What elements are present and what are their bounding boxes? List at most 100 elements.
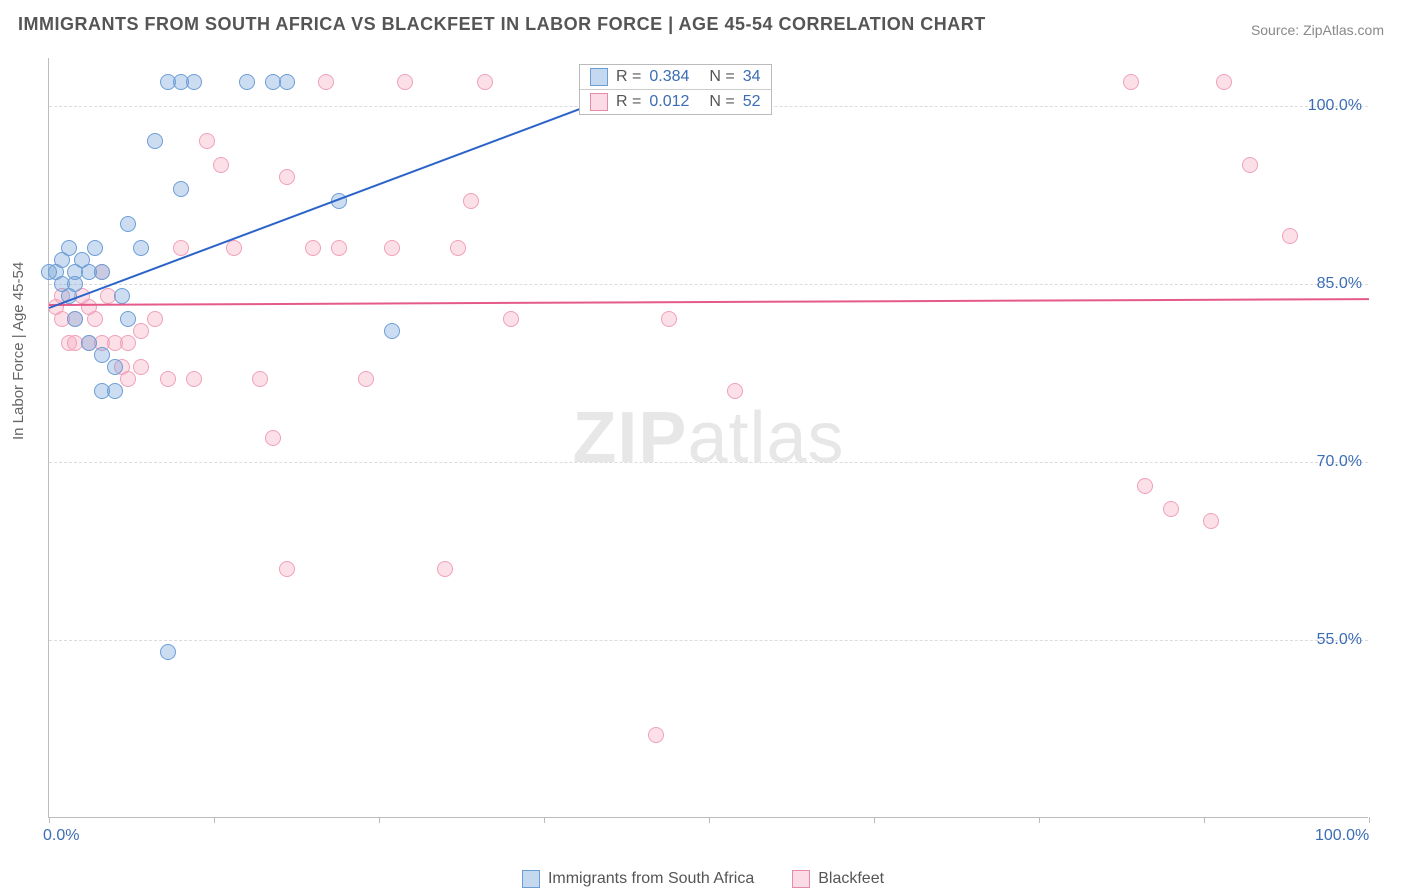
gridline — [49, 284, 1368, 285]
data-point — [305, 240, 321, 256]
data-point — [61, 240, 77, 256]
data-point — [1282, 228, 1298, 244]
data-point — [1203, 513, 1219, 529]
x-tick — [379, 817, 380, 823]
data-point — [477, 74, 493, 90]
data-point — [279, 74, 295, 90]
swatch-blue — [590, 68, 608, 86]
data-point — [186, 371, 202, 387]
data-point — [279, 561, 295, 577]
x-tick — [709, 817, 710, 823]
data-point — [463, 193, 479, 209]
swatch-pink — [792, 870, 810, 888]
y-tick-label: 55.0% — [1317, 631, 1362, 649]
stats-row: R = 0.384N = 34 — [580, 65, 771, 89]
y-tick-label: 85.0% — [1317, 275, 1362, 293]
data-point — [503, 311, 519, 327]
chart-container: { "title": "IMMIGRANTS FROM SOUTH AFRICA… — [0, 0, 1406, 892]
data-point — [81, 335, 97, 351]
data-point — [120, 335, 136, 351]
x-tick — [49, 817, 50, 823]
data-point — [67, 311, 83, 327]
y-tick-label: 70.0% — [1317, 453, 1362, 471]
data-point — [727, 383, 743, 399]
data-point — [107, 359, 123, 375]
data-point — [133, 240, 149, 256]
stat-n-value: 52 — [743, 93, 761, 111]
plot-area: ZIPatlas 55.0%70.0%85.0%100.0%0.0%100.0%… — [48, 58, 1368, 818]
data-point — [318, 74, 334, 90]
x-tick — [214, 817, 215, 823]
data-point — [397, 74, 413, 90]
data-point — [384, 240, 400, 256]
x-tick — [874, 817, 875, 823]
data-point — [133, 323, 149, 339]
gridline — [49, 640, 1368, 641]
swatch-blue — [522, 870, 540, 888]
data-point — [199, 133, 215, 149]
stat-r-label: R = — [616, 68, 641, 86]
watermark: ZIPatlas — [572, 397, 844, 479]
data-point — [1242, 157, 1258, 173]
stat-n-label: N = — [709, 93, 734, 111]
legend-label-pink: Blackfeet — [818, 870, 884, 888]
stats-box: R = 0.384N = 34R = 0.012N = 52 — [579, 64, 772, 115]
data-point — [94, 264, 110, 280]
data-point — [252, 371, 268, 387]
stat-n-label: N = — [709, 68, 734, 86]
data-point — [87, 240, 103, 256]
data-point — [147, 311, 163, 327]
source-label: Source: ZipAtlas.com — [1251, 22, 1384, 38]
data-point — [213, 157, 229, 173]
data-point — [186, 74, 202, 90]
data-point — [384, 323, 400, 339]
gridline — [49, 462, 1368, 463]
legend-item-blue: Immigrants from South Africa — [522, 870, 754, 888]
data-point — [1163, 501, 1179, 517]
data-point — [226, 240, 242, 256]
x-tick — [1204, 817, 1205, 823]
y-axis-label: In Labor Force | Age 45-54 — [10, 262, 27, 440]
legend: Immigrants from South Africa Blackfeet — [0, 870, 1406, 888]
data-point — [1123, 74, 1139, 90]
data-point — [107, 383, 123, 399]
x-tick — [1039, 817, 1040, 823]
chart-title: IMMIGRANTS FROM SOUTH AFRICA VS BLACKFEE… — [18, 14, 986, 35]
stats-row: R = 0.012 N = 52 — [580, 89, 771, 114]
data-point — [239, 74, 255, 90]
data-point — [114, 288, 130, 304]
x-tick-label-left: 0.0% — [43, 827, 79, 845]
data-point — [661, 311, 677, 327]
stat-r-label: R = — [616, 93, 641, 111]
swatch-pink — [590, 93, 608, 111]
data-point — [87, 311, 103, 327]
data-point — [279, 169, 295, 185]
stat-r-value: 0.384 — [649, 68, 689, 86]
x-tick — [1369, 817, 1370, 823]
regression-line — [49, 298, 1369, 306]
data-point — [265, 430, 281, 446]
data-point — [1137, 478, 1153, 494]
data-point — [331, 240, 347, 256]
y-tick-label: 100.0% — [1308, 97, 1362, 115]
data-point — [160, 371, 176, 387]
data-point — [450, 240, 466, 256]
data-point — [173, 240, 189, 256]
legend-item-pink: Blackfeet — [792, 870, 884, 888]
data-point — [120, 216, 136, 232]
data-point — [120, 371, 136, 387]
data-point — [1216, 74, 1232, 90]
data-point — [173, 181, 189, 197]
data-point — [648, 727, 664, 743]
data-point — [67, 276, 83, 292]
data-point — [160, 644, 176, 660]
data-point — [358, 371, 374, 387]
data-point — [94, 347, 110, 363]
watermark-zip: ZIP — [572, 398, 687, 478]
data-point — [147, 133, 163, 149]
data-point — [120, 311, 136, 327]
x-tick-label-right: 100.0% — [1315, 827, 1369, 845]
data-point — [133, 359, 149, 375]
watermark-atlas: atlas — [687, 398, 844, 478]
stat-r-value: 0.012 — [649, 93, 689, 111]
